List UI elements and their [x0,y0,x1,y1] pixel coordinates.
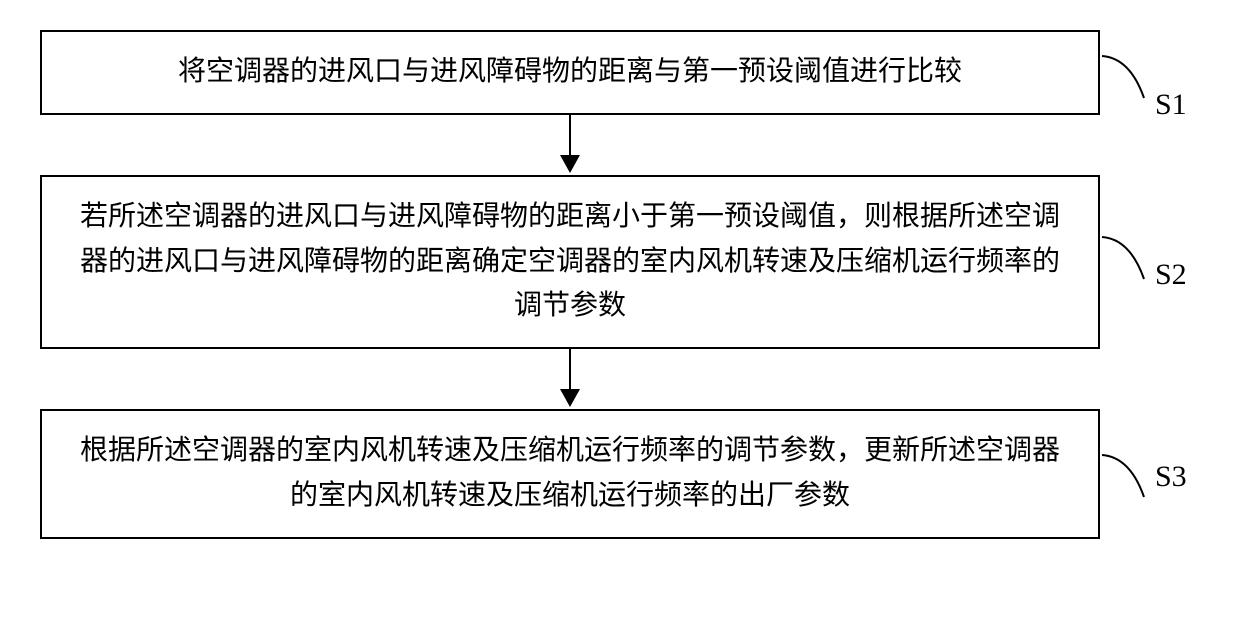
step-box-s2: 若所述空调器的进风口与进风障碍物的距离小于第一预设阈值，则根据所述空调器的进风口… [40,175,1100,349]
arrow-line-icon [569,115,571,157]
step-label-s3: S3 [1155,460,1187,494]
step-text-s1: 将空调器的进风口与进风障碍物的距离与第一预设阈值进行比较 [178,50,962,95]
arrow-head-icon [560,155,580,173]
step-text-s3: 根据所述空调器的室内风机转速及压缩机运行频率的调节参数，更新所述空调器的室内风机… [72,429,1068,519]
step-label-s1: S1 [1155,88,1187,122]
connector-s3 [1100,453,1150,503]
flowchart-container: 将空调器的进风口与进风障碍物的距离与第一预设阈值进行比较 S1 若所述空调器的进… [40,30,1200,539]
step-label-s2: S2 [1155,258,1187,292]
connector-s2 [1100,235,1150,285]
arrow-s2-s3 [40,349,1100,409]
arrow-head-icon [560,389,580,407]
step-box-s1: 将空调器的进风口与进风障碍物的距离与第一预设阈值进行比较 [40,30,1100,115]
step-box-s3: 根据所述空调器的室内风机转速及压缩机运行频率的调节参数，更新所述空调器的室内风机… [40,409,1100,539]
step-text-s2: 若所述空调器的进风口与进风障碍物的距离小于第一预设阈值，则根据所述空调器的进风口… [72,195,1068,329]
arrow-s1-s2 [40,115,1100,175]
connector-s1 [1100,54,1150,104]
arrow-line-icon [569,349,571,391]
